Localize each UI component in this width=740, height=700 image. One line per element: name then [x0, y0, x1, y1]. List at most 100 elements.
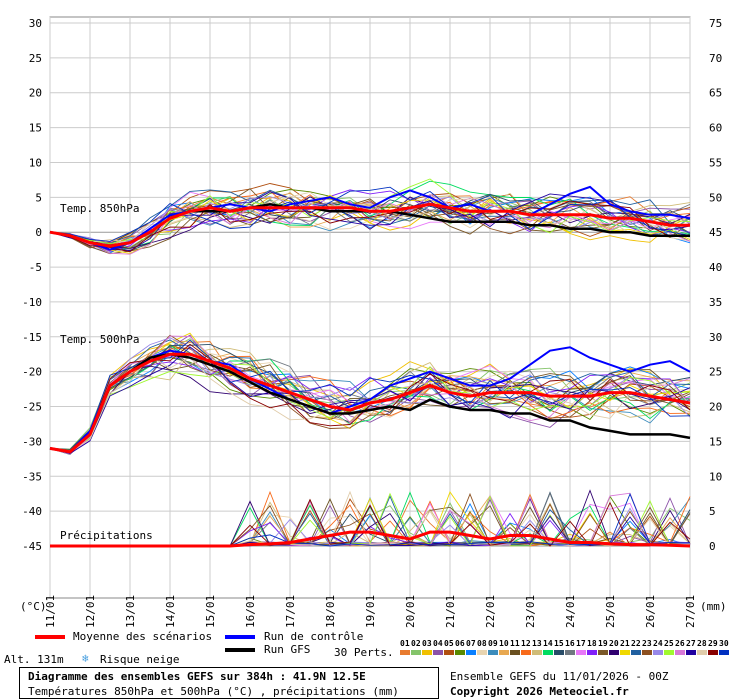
ytick-left: 25: [29, 52, 42, 65]
legend-gfs: Run GFS: [264, 643, 311, 656]
perturbation-500-line: [49, 344, 691, 453]
pert-swatch: [697, 650, 707, 655]
ytick-right: 65: [709, 87, 722, 100]
pert-swatch: [554, 650, 564, 655]
ytick-right: 5: [709, 505, 716, 518]
pert-swatch: [455, 650, 465, 655]
mean-850-line: [49, 202, 690, 248]
ytick-right: 60: [709, 122, 722, 135]
ytick-right: 20: [709, 401, 722, 414]
ytick-right: 70: [709, 52, 722, 65]
pert-number: 13: [532, 639, 542, 648]
legend-control: Run de contrôle: [264, 630, 364, 643]
pert-number: 16: [565, 639, 575, 648]
perturbation-500-line: [49, 339, 691, 451]
xtick-label: 16/01: [244, 595, 257, 628]
run-info: Ensemble GEFS du 11/01/2026 - 00Z: [450, 670, 669, 683]
snowflake-icon: ❄: [82, 652, 89, 665]
pert-number: 02: [411, 639, 421, 648]
xtick-label: 27/01: [684, 595, 697, 628]
xtick-label: 11/01: [44, 595, 57, 628]
legend-snow: Risque neige: [100, 653, 180, 666]
pert-swatch: [631, 650, 641, 655]
pert-swatch: [719, 650, 729, 655]
pert-number: 05: [444, 639, 454, 648]
pert-number: 09: [488, 639, 498, 648]
mean-swatch: [35, 635, 65, 639]
perturbation-850-line: [49, 200, 691, 253]
ytick-left: -45: [22, 540, 42, 553]
ytick-left: 20: [29, 87, 42, 100]
ytick-left: -15: [22, 331, 42, 344]
perturbation-850-line: [49, 186, 691, 242]
pert-swatch: [664, 650, 674, 655]
pert-number: 15: [554, 639, 564, 648]
xtick-label: 24/01: [564, 595, 577, 628]
pert-swatch: [433, 650, 443, 655]
ylabel-left: (°C): [20, 600, 47, 613]
pert-number: 03: [422, 639, 432, 648]
chart-title: Diagramme des ensembles GEFS sur 384h : …: [28, 670, 366, 683]
pert-swatch: [653, 650, 663, 655]
xtick-label: 26/01: [644, 595, 657, 628]
pert-swatch: [510, 650, 520, 655]
pert-number: 24: [653, 639, 663, 648]
pert-swatch: [609, 650, 619, 655]
ytick-right: 40: [709, 261, 722, 274]
ytick-left: 5: [35, 191, 42, 204]
gfs-500-line: [49, 352, 691, 454]
ytick-right: 50: [709, 191, 722, 204]
ytick-left: -5: [29, 261, 42, 274]
pert-swatch: [422, 650, 432, 655]
xtick-label: 22/01: [484, 595, 497, 628]
ytick-right: 10: [709, 470, 722, 483]
pert-swatch: [642, 650, 652, 655]
pert-number: 23: [642, 639, 652, 648]
pert-number: 07: [466, 639, 476, 648]
perturbation-500-line: [49, 361, 691, 452]
pert-number: 30: [719, 639, 729, 648]
ytick-right: 15: [709, 435, 722, 448]
ytick-left: -35: [22, 470, 42, 483]
pert-swatch: [587, 650, 597, 655]
pert-number: 11: [510, 639, 520, 648]
pert-number: 25: [664, 639, 674, 648]
ytick-left: -40: [22, 505, 42, 518]
pert-number: 10: [499, 639, 509, 648]
pert-number: 06: [455, 639, 465, 648]
ytick-right: 35: [709, 296, 722, 309]
pert-swatch: [675, 650, 685, 655]
pert-number: 26: [675, 639, 685, 648]
ytick-left: -10: [22, 296, 42, 309]
perturbation-850-line: [49, 191, 691, 244]
xtick-label: 14/01: [164, 595, 177, 628]
xtick-label: 20/01: [404, 595, 417, 628]
label-850: Temp. 850hPa: [60, 202, 139, 215]
pert-number: 29: [708, 639, 718, 648]
pert-number: 22: [631, 639, 641, 648]
pert-number: 04: [433, 639, 443, 648]
pert-number: 17: [576, 639, 586, 648]
mean-precip-line: [50, 530, 691, 548]
pert-swatch: [576, 650, 586, 655]
pert-swatch: [466, 650, 476, 655]
pert-swatch: [400, 650, 410, 655]
xtick-label: 17/01: [284, 595, 297, 628]
legend-perts: 30 Perts.: [334, 646, 394, 659]
pert-swatch: [521, 650, 531, 655]
perturbation-850-line: [49, 198, 691, 245]
ytick-left: -25: [22, 401, 42, 414]
mean-500-line: [49, 352, 691, 454]
pert-number: 20: [609, 639, 619, 648]
ytick-left: 30: [29, 17, 42, 30]
pert-swatch: [411, 650, 421, 655]
pert-number: 01: [400, 639, 410, 648]
xtick-label: 13/01: [124, 595, 137, 628]
pert-number: 28: [697, 639, 707, 648]
ytick-right: 55: [709, 156, 722, 169]
ytick-left: -20: [22, 366, 42, 379]
altitude: Alt. 131m: [4, 653, 64, 666]
ytick-right: 25: [709, 366, 722, 379]
pert-number: 27: [686, 639, 696, 648]
